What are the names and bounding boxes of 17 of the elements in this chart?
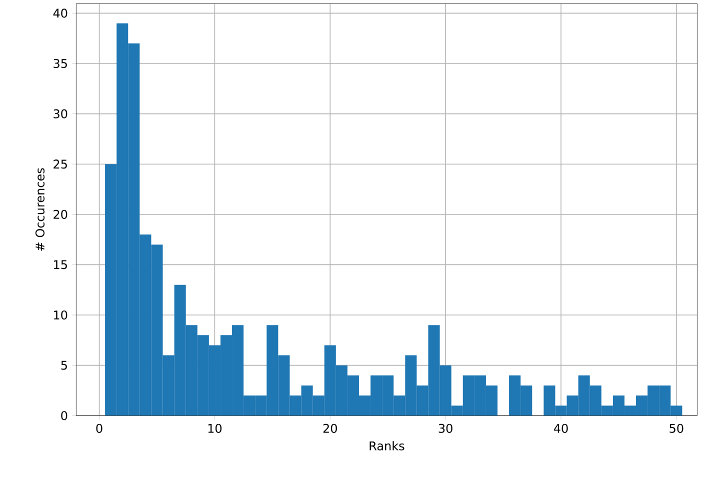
y-tick-label: 30 [54,109,68,118]
x-axis-title: Ranks [370,441,404,450]
y-tick-label: 35 [54,58,67,68]
x-tick-label: 30 [438,424,452,433]
x-tick-label: 40 [554,424,568,433]
x-tick-label: 0 [96,424,102,433]
y-tick-label: 40 [53,8,68,18]
x-tick-label: 10 [208,424,222,433]
x-tick-label: 20 [323,424,337,433]
x-tick-label: 50 [670,424,684,433]
y-tick-label: 10 [54,310,68,320]
y-tick-label: 0 [61,411,68,420]
y-tick-label: 15 [54,260,67,270]
y-axis-title: # Occurences [35,168,45,251]
y-tick-label: 5 [61,360,67,370]
y-tick-label: 20 [54,210,68,219]
y-tick-label: 25 [54,160,67,169]
